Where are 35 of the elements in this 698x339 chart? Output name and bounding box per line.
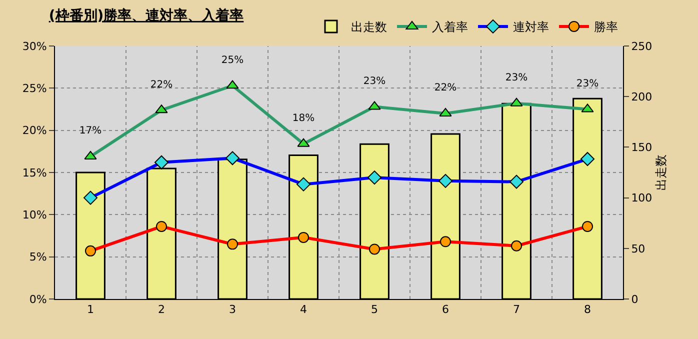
x-tick-label: 6 bbox=[442, 303, 449, 316]
y2-tick-label: 200 bbox=[631, 90, 652, 104]
y-tick-label: 5% bbox=[29, 250, 47, 264]
data-label: 25% bbox=[221, 54, 244, 66]
x-tick-label: 8 bbox=[584, 303, 591, 316]
data-label: 22% bbox=[150, 79, 173, 90]
y2-axis-title: 出走数 bbox=[654, 154, 668, 190]
y-tick-label: 0% bbox=[29, 292, 47, 306]
y-tick-label: 25% bbox=[22, 82, 47, 96]
data-label: 23% bbox=[363, 76, 386, 87]
y2-tick-label: 50 bbox=[631, 242, 646, 256]
x-tick-label: 4 bbox=[300, 303, 307, 316]
legend-label: 出走数 bbox=[351, 20, 387, 34]
y2-tick-label: 0 bbox=[631, 292, 638, 306]
legend-label: 勝率 bbox=[594, 20, 618, 34]
y-tick-label: 10% bbox=[22, 208, 47, 222]
data-label: 17% bbox=[79, 126, 102, 137]
y2-tick-label: 100 bbox=[631, 192, 652, 205]
y2-tick-label: 250 bbox=[631, 40, 652, 53]
chart-title: (枠番別)勝率、連対率、入着率 bbox=[48, 6, 244, 24]
x-tick-label: 3 bbox=[229, 303, 236, 316]
data-label: 23% bbox=[576, 78, 599, 90]
x-tick-label: 7 bbox=[513, 303, 520, 316]
y-tick-label: 15% bbox=[22, 166, 47, 180]
data-label: 23% bbox=[505, 72, 528, 84]
legend-label: 連対率 bbox=[513, 20, 549, 34]
x-tick-label: 5 bbox=[371, 303, 378, 316]
y2-tick-label: 150 bbox=[631, 141, 652, 154]
x-tick-label: 2 bbox=[158, 303, 165, 316]
y-tick-label: 20% bbox=[22, 124, 47, 138]
data-label: 18% bbox=[292, 113, 315, 124]
x-tick-label: 1 bbox=[87, 303, 94, 316]
data-label: 22% bbox=[434, 82, 457, 94]
legend-label: 入着率 bbox=[432, 20, 468, 34]
y-tick-label: 30% bbox=[22, 40, 47, 53]
